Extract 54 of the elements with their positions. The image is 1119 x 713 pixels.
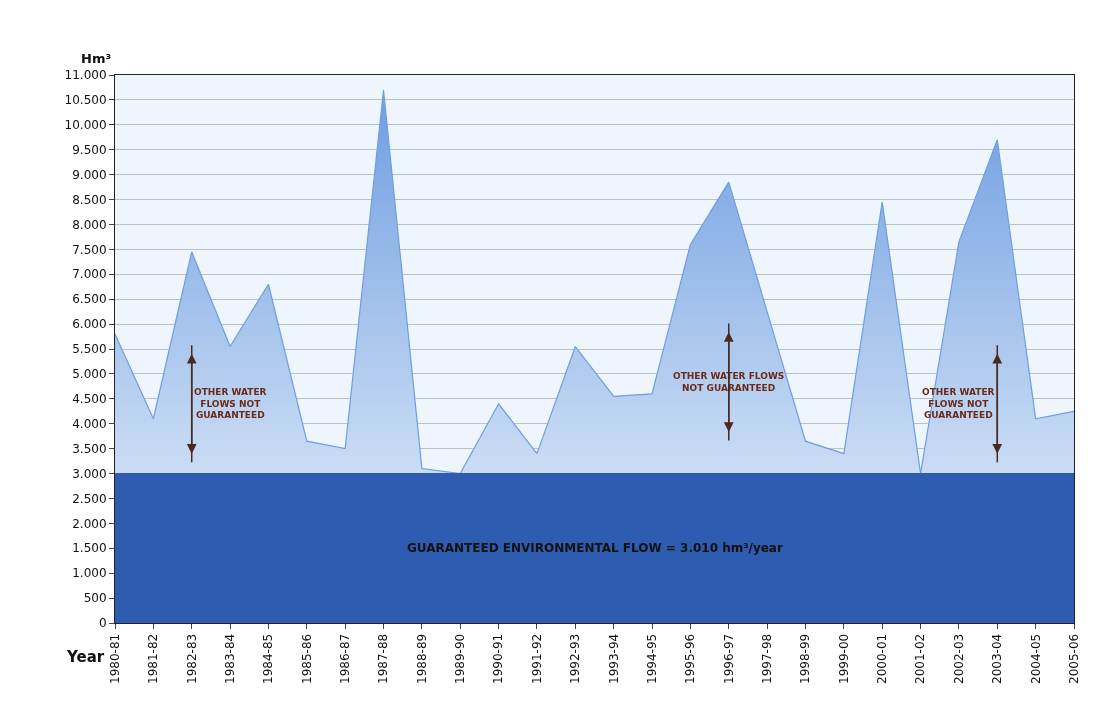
y-tick-label: 0: [98, 616, 107, 631]
y-tick-label: 5.500: [72, 342, 107, 357]
annotation: OTHER WATER FLOWS NOT GUARANTEED: [922, 387, 995, 421]
y-tick-label: 8.500: [72, 192, 107, 207]
y-tick-label: 3.500: [72, 441, 107, 456]
y-tick-label: 5.000: [72, 367, 107, 382]
x-tick-label: 1995-96: [683, 633, 698, 684]
y-tick-label: 6.000: [72, 317, 107, 332]
y-tick-label: 1.000: [72, 566, 107, 581]
y-tick-label: 8.000: [72, 217, 107, 232]
x-tick-label: 1982-83: [184, 633, 199, 684]
y-tick-label: 7.500: [72, 242, 107, 257]
x-tick-label: 1988-89: [414, 633, 429, 684]
x-tick-label: 1985-86: [299, 633, 314, 684]
band-label: GUARANTEED ENVIRONMENTAL FLOW = 3.010 hm³/year: [407, 541, 783, 555]
x-tick-label: 1980-81: [107, 633, 122, 684]
x-tick-label: 1994-95: [644, 633, 659, 684]
x-tick-label: 1993-94: [606, 633, 621, 684]
x-tick-label: 2002-03: [951, 633, 966, 684]
y-tick-label: 2.000: [72, 516, 107, 531]
y-tick-label: 10.000: [64, 118, 107, 133]
x-tick-label: 2004-05: [1028, 633, 1043, 684]
x-tick-label: 1997-98: [760, 633, 775, 684]
y-tick-label: 2.500: [72, 491, 107, 506]
x-tick-label: 1984-85: [261, 633, 276, 684]
y-tick-label: 9.000: [72, 167, 107, 182]
x-axis-title: Year: [66, 648, 105, 666]
x-tick-label: 1998-99: [798, 633, 813, 684]
x-tick-label: 1981-82: [146, 633, 161, 684]
x-tick-label: 1987-88: [376, 633, 391, 684]
y-axis-title: Hm³: [81, 51, 112, 66]
x-tick-label: 1983-84: [222, 633, 237, 684]
y-tick-label: 4.000: [72, 416, 107, 431]
y-tick-label: 6.500: [72, 292, 107, 307]
y-tick-label: 500: [83, 591, 107, 606]
x-tick-label: 1986-87: [338, 633, 353, 684]
y-tick-label: 1.500: [72, 541, 107, 556]
x-tick-label: 1992-93: [568, 633, 583, 684]
y-tick-label: 4.500: [72, 392, 107, 407]
x-tick-label: 1989-90: [453, 633, 468, 684]
y-tick-label: 3.000: [72, 466, 107, 481]
x-tick-label: 1996-97: [721, 633, 736, 684]
y-tick-label: 9.500: [72, 142, 107, 157]
x-tick-label: 2001-02: [913, 633, 928, 684]
x-tick-label: 2005-06: [1066, 633, 1081, 684]
y-tick-label: 7.000: [72, 267, 107, 282]
x-tick-label: 1991-92: [529, 633, 544, 684]
x-tick-label: 2000-01: [875, 633, 890, 684]
y-tick-label: 11.000: [64, 68, 107, 83]
y-tick-label: 10.500: [64, 93, 107, 108]
x-tick-label: 1990-91: [491, 633, 506, 684]
x-tick-label: 2003-04: [990, 633, 1005, 684]
annotation: OTHER WATER FLOWS NOT GUARANTEED: [194, 387, 267, 421]
x-tick-label: 1999-00: [836, 633, 851, 684]
